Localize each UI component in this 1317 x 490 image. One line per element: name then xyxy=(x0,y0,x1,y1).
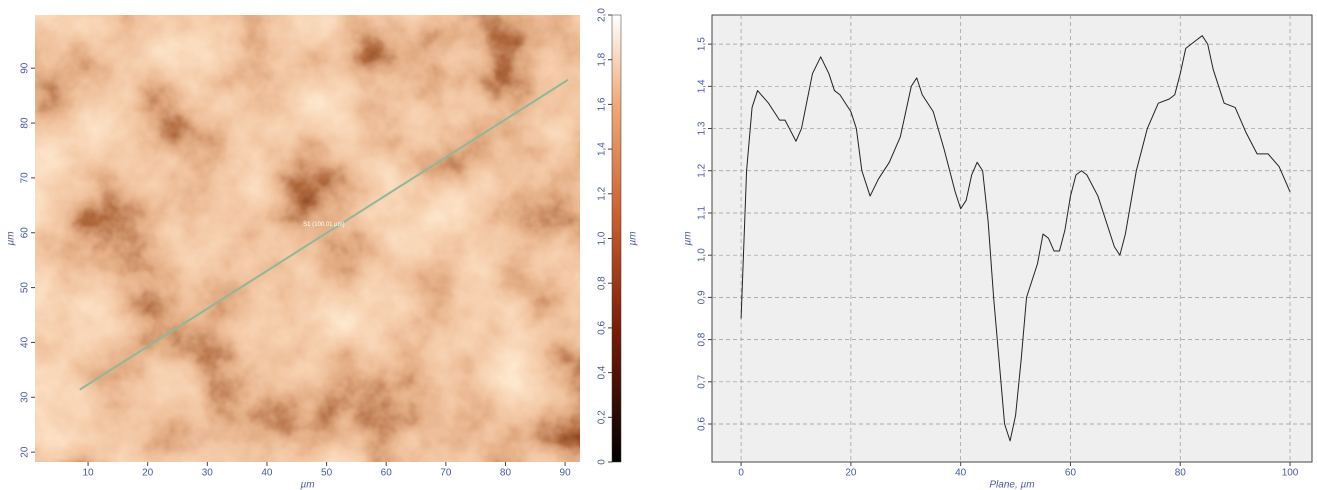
y-tick-label: 0,8 xyxy=(697,332,708,346)
colorbar-tick-label: 1,0 xyxy=(597,231,608,245)
x-tick-label: 40 xyxy=(261,468,273,479)
y-tick-label: 20 xyxy=(20,446,31,458)
y-axis-label: µm xyxy=(6,231,17,245)
y-tick-label: 0,9 xyxy=(697,290,708,304)
x-tick-label: 60 xyxy=(1065,468,1077,479)
y-tick-label: 80 xyxy=(20,117,31,129)
x-tick-label: 20 xyxy=(142,468,154,479)
y-tick-label: 1,3 xyxy=(697,121,708,135)
x-axis-label: Plane, µm xyxy=(989,480,1034,490)
y-tick-label: 0,6 xyxy=(697,417,708,431)
x-tick-label: 10 xyxy=(83,468,95,479)
colorbar-tick-label: 2,0 xyxy=(597,8,608,22)
colorbar-label: µm xyxy=(628,231,639,245)
y-tick-label: 50 xyxy=(20,282,31,294)
colorbar-tick-label: 1,8 xyxy=(597,52,608,66)
y-tick-label: 90 xyxy=(20,62,31,74)
colorbar-tick-label: 1,6 xyxy=(597,97,608,111)
y-tick-label: 40 xyxy=(20,336,31,348)
x-tick-label: 60 xyxy=(381,468,393,479)
x-tick-label: 80 xyxy=(500,468,512,479)
y-tick-label: 1,4 xyxy=(697,79,708,93)
colorbar-tick-label: 1,4 xyxy=(597,142,608,156)
profile-line xyxy=(79,78,569,391)
annotation: S1 (100,01 µm) xyxy=(303,222,344,228)
colorbar xyxy=(611,14,622,463)
x-tick-label: 100 xyxy=(1282,468,1299,479)
y-tick-label: 1,1 xyxy=(697,206,708,220)
y-tick-label: 1,5 xyxy=(697,37,708,51)
colorbar-tick-label: 0,6 xyxy=(597,321,608,335)
x-tick-label: 0 xyxy=(738,468,744,479)
x-tick-label: 30 xyxy=(202,468,214,479)
profile-curve xyxy=(740,35,1291,442)
y-tick-label: 1,0 xyxy=(697,248,708,262)
x-tick-label: 80 xyxy=(1175,468,1187,479)
y-tick-label: 1,2 xyxy=(697,163,708,177)
x-tick-label: 20 xyxy=(845,468,857,479)
colorbar-tick-label: 0,8 xyxy=(597,276,608,290)
plot-area xyxy=(711,14,1313,463)
x-tick-label: 90 xyxy=(560,468,572,479)
x-tick-label: 40 xyxy=(955,468,967,479)
colorbar-tick-label: 0,4 xyxy=(597,365,608,379)
colorbar-tick-label: 0 xyxy=(597,459,608,465)
y-tick-label: 60 xyxy=(20,227,31,239)
x-tick-label: 70 xyxy=(440,468,452,479)
afm-image xyxy=(35,15,580,462)
x-axis-label: µm xyxy=(300,480,314,490)
y-tick-label: 0,7 xyxy=(697,374,708,388)
y-tick-label: 70 xyxy=(20,172,31,184)
colorbar-tick-label: 1,2 xyxy=(597,186,608,200)
y-axis-label: µm xyxy=(683,231,694,245)
colorbar-tick-label: 0,2 xyxy=(597,410,608,424)
x-tick-label: 50 xyxy=(321,468,333,479)
y-tick-label: 30 xyxy=(20,391,31,403)
